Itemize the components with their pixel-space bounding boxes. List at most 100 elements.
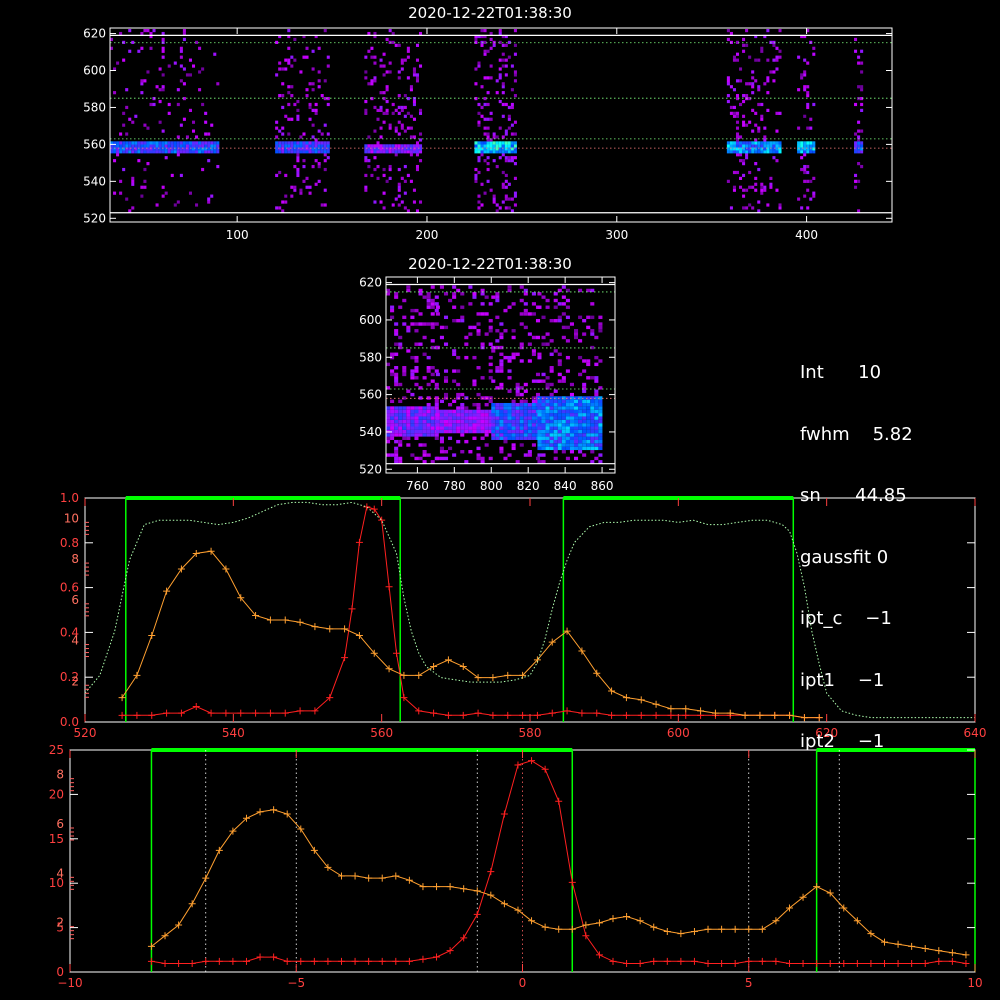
spectrum-pixel [729, 105, 733, 110]
spectrum-pixel [394, 129, 398, 133]
spectrum-pixel [287, 147, 291, 151]
spectrum-pixel [492, 197, 496, 201]
spectrum-pixel [448, 419, 453, 424]
spectrum-pixel [531, 335, 536, 340]
spectrum-pixel [757, 102, 761, 107]
spectrum-pixel [164, 150, 168, 154]
spectrum-pixel [488, 342, 493, 346]
spectrum-pixel [385, 85, 389, 89]
spectrum-pixel [412, 70, 416, 74]
spectrum-pixel [435, 312, 440, 316]
spectrum-pixel [140, 31, 144, 36]
spectrum-pixel [499, 429, 504, 434]
spectrum-pixel [191, 141, 196, 145]
spectrum-pixel [586, 413, 591, 417]
spectrum-pixel [179, 79, 183, 83]
spectrum-pixel [531, 436, 536, 440]
spectrum-pixel [456, 413, 461, 417]
spectrum-pixel [561, 312, 566, 316]
spectrum-pixel [565, 409, 570, 414]
spectrum-pixel [305, 55, 309, 59]
spectrum-pixel [527, 429, 532, 434]
spectrum-pixel [565, 406, 570, 410]
spectrum-pixel [507, 156, 511, 160]
spectrum-pixel [412, 144, 416, 148]
spectrum-pixel [164, 141, 168, 145]
spectrum-pixel [499, 446, 504, 451]
spectrum-pixel [296, 117, 300, 121]
spectrum-pixel [435, 413, 440, 417]
spectrum-pixel [430, 298, 435, 303]
spectrum-pixel [439, 450, 444, 454]
spectrum-pixel [403, 206, 407, 210]
spectrum-pixel [488, 419, 493, 424]
spectrum-pixel [578, 413, 583, 417]
spectrum-pixel [326, 64, 330, 68]
spectrum-pixel [443, 342, 449, 346]
spectrum-pixel [409, 135, 413, 139]
spectrum-pixel [179, 147, 183, 151]
spectrum-pixel [143, 144, 147, 148]
spectrum-pixel [511, 416, 516, 420]
spectrum-pixel [527, 402, 532, 407]
spectrum-pixel [394, 126, 398, 130]
spectrum-pixel [302, 150, 306, 154]
panel-frame [69, 749, 976, 973]
spectrum-pixel [854, 179, 858, 183]
spectrum-pixel [152, 144, 156, 148]
spectrum-pixel [415, 43, 420, 47]
spectrum-pixel [308, 144, 312, 148]
red-data-point [281, 709, 289, 717]
spectrum-pixel [422, 419, 427, 424]
spectrum-pixel [495, 366, 500, 370]
spectrum-pixel [287, 28, 291, 33]
spectrum-pixel [726, 94, 730, 98]
spectrum-pixel [468, 332, 473, 336]
spectrum-pixel [553, 349, 558, 353]
spectrum-pixel [113, 147, 117, 151]
spectrum-pixel [385, 147, 389, 151]
spectrum-pixel [143, 185, 147, 189]
red-data-point [296, 707, 304, 715]
spectrum-pixel [778, 147, 782, 151]
orange-data-point [962, 951, 970, 959]
spectrum-pixel [549, 426, 554, 430]
orange-data-point [473, 887, 481, 895]
spectrum-pixel [390, 423, 395, 427]
orange-data-point [745, 925, 753, 933]
spectrum-pixel [140, 91, 144, 95]
spectrum-pixel [561, 429, 566, 434]
spectrum-pixel [311, 67, 315, 71]
spectrum-pixel [742, 188, 746, 192]
spectrum-pixel [488, 302, 493, 306]
spectrum-pixel [537, 379, 542, 383]
spectrum-pixel [460, 429, 465, 434]
spectrum-pixel [598, 325, 603, 330]
spectrum-pixel [735, 114, 740, 118]
spectrum-pixel [766, 147, 770, 151]
spectrum-pixel [394, 446, 399, 451]
spectrum-pixel [523, 426, 528, 430]
spectrum-pixel [302, 147, 306, 151]
spectrum-pixel [489, 111, 493, 115]
spectrum-pixel [480, 150, 484, 154]
fit-info-block: Int 10 fwhm 5.82 sn 44.85 gaussfit 0 ipt… [800, 322, 913, 773]
spectrum-pixel [134, 150, 138, 154]
orange-data-point [281, 616, 289, 624]
spectrum-pixel [574, 332, 579, 336]
spectrum-pixel [296, 173, 300, 178]
spectrum-pixel [574, 335, 579, 340]
spectrum-pixel [480, 114, 484, 118]
spectrum-pixel [131, 144, 135, 148]
spectrum-pixel [460, 433, 465, 437]
spectrum-pixel [519, 423, 524, 427]
spectrum-pixel [460, 419, 465, 424]
spectrum-pixel [488, 426, 493, 430]
spectrum-pixel [302, 141, 306, 145]
spectrum-pixel [480, 28, 484, 33]
spectrum-pixel [519, 416, 524, 420]
spectrum-pixel [545, 305, 550, 309]
spectrum-pixel [426, 433, 431, 437]
spectrum-pixel [594, 335, 599, 340]
spectrum-pixel [293, 147, 297, 151]
